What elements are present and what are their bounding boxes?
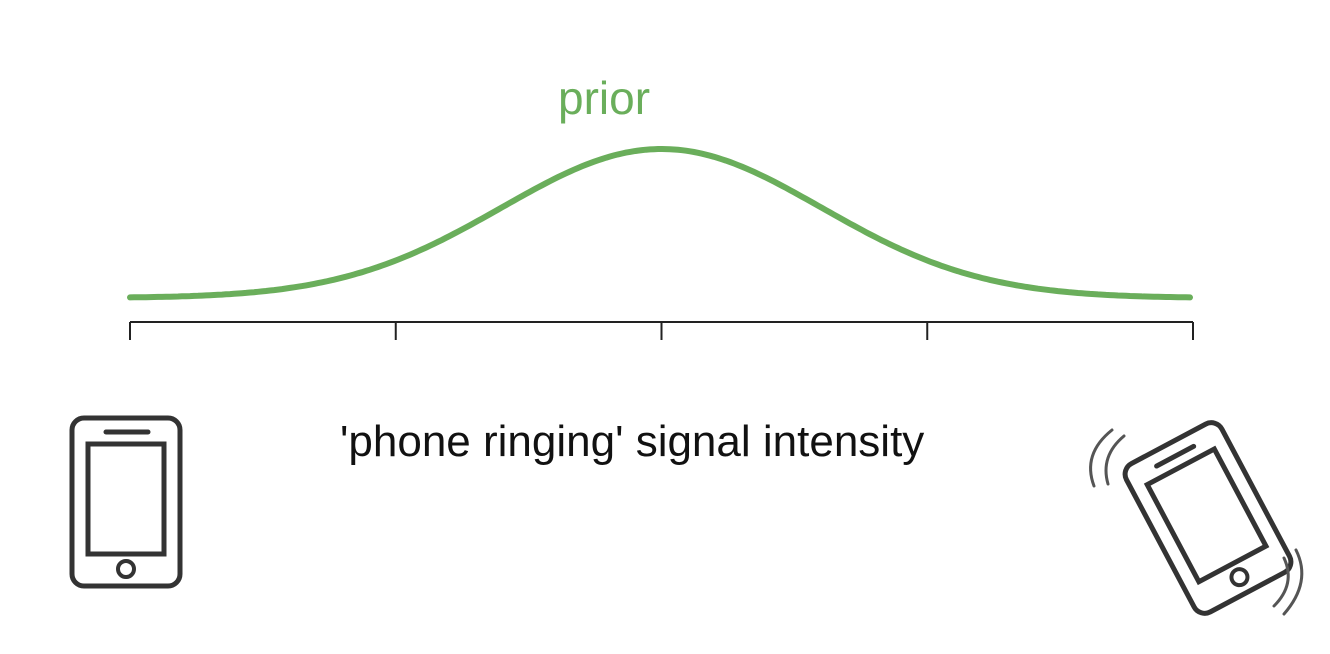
phone-silent-icon: [69, 415, 183, 589]
prior-label: prior: [558, 72, 651, 124]
phone-ringing-icon: [1089, 420, 1304, 616]
intensity-axis: [129, 321, 1194, 340]
axis-label: 'phone ringing' signal intensity: [340, 417, 925, 466]
prior-curve: [127, 146, 1193, 301]
